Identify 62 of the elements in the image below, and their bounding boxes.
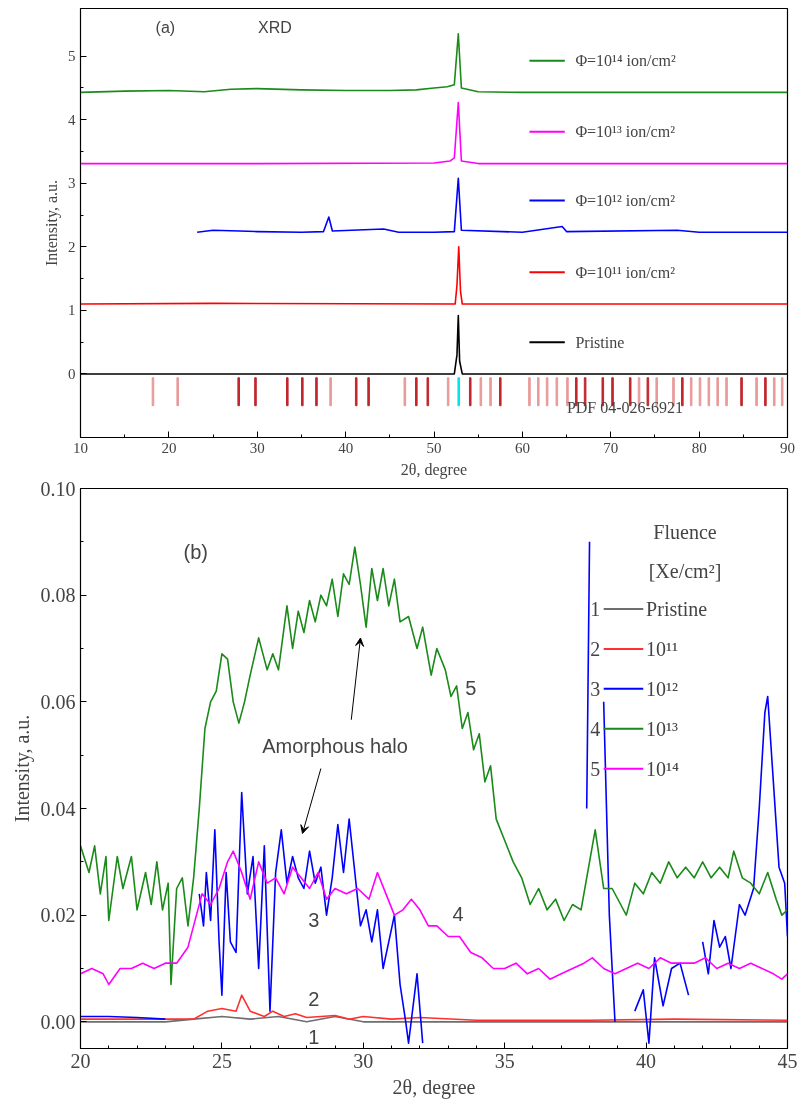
y-tick-label: 0.02 bbox=[40, 904, 76, 927]
x-axis-title: 2θ, degree bbox=[400, 460, 468, 479]
text: 3 bbox=[308, 909, 320, 932]
annotation: (b) bbox=[183, 541, 208, 564]
text: Pristine bbox=[646, 597, 708, 620]
line-series bbox=[80, 246, 788, 305]
legend-title: Fluence [Xe/cm²] bbox=[648, 521, 722, 583]
text: 10¹¹ bbox=[646, 637, 679, 660]
annotation: 5 bbox=[590, 757, 601, 780]
annotation: XRD bbox=[258, 19, 292, 37]
y-tick-label: 3 bbox=[68, 175, 76, 192]
y-tick-label: 5 bbox=[68, 48, 76, 65]
text: 10¹³ bbox=[646, 717, 679, 740]
annotation: (a) bbox=[155, 19, 176, 37]
text: 1 bbox=[308, 1025, 320, 1048]
x-tick-label: 70 bbox=[603, 439, 619, 456]
annotation: Amorphous halo bbox=[262, 734, 408, 757]
annotation: 4 bbox=[590, 717, 601, 740]
text: 5 bbox=[465, 677, 477, 700]
annotation: 2 bbox=[590, 637, 601, 660]
line-series bbox=[80, 994, 788, 1022]
y-axis-title: Intensity, a.u. bbox=[43, 179, 61, 267]
y-tick-label: 0.08 bbox=[40, 584, 76, 607]
y-tick-label: 0.06 bbox=[40, 690, 76, 713]
x-tick-label: 90 bbox=[780, 439, 795, 456]
y-axis-title: Intensity, a.u. bbox=[10, 714, 34, 823]
x-tick-label: 30 bbox=[353, 1049, 374, 1072]
y-tick-label: 1 bbox=[68, 302, 76, 319]
y-tick-label: 0 bbox=[68, 365, 76, 382]
y-tick-label: 4 bbox=[68, 111, 76, 128]
x-tick-label: 45 bbox=[777, 1049, 798, 1072]
x-tick-label: 40 bbox=[338, 439, 354, 456]
legend-label: Φ=10¹³ ion/cm² bbox=[575, 123, 676, 141]
text: 4 bbox=[452, 903, 464, 926]
x-tick-label: 60 bbox=[514, 439, 530, 456]
x-tick-label: 30 bbox=[249, 439, 265, 456]
y-tick-label: 0.04 bbox=[40, 797, 76, 820]
x-tick-label: 25 bbox=[211, 1049, 232, 1072]
x-tick-label: 80 bbox=[691, 439, 707, 456]
legend-label: Φ=10¹¹ ion/cm² bbox=[575, 263, 676, 281]
legend-label: Φ=10¹² ion/cm² bbox=[575, 191, 676, 209]
x-tick-label: 35 bbox=[494, 1049, 515, 1072]
x-tick-label: 40 bbox=[636, 1049, 657, 1072]
y-tick-label: 2 bbox=[68, 238, 76, 255]
annotation: 3 bbox=[590, 677, 601, 700]
x-tick-label: 20 bbox=[161, 439, 177, 456]
text: 10¹⁴ bbox=[646, 757, 680, 780]
x-tick-label: 50 bbox=[426, 439, 442, 456]
legend-label: Φ=10¹⁴ ion/cm² bbox=[575, 52, 676, 70]
line-series bbox=[196, 177, 788, 234]
x-tick-label: 10 bbox=[73, 439, 88, 456]
x-axis-title: 2θ, degree bbox=[392, 1075, 476, 1099]
annotation: 1 bbox=[590, 597, 601, 620]
line-series bbox=[80, 850, 788, 986]
y-tick-label: 0.00 bbox=[40, 1010, 76, 1033]
text: 2 bbox=[308, 988, 320, 1011]
line-series bbox=[80, 101, 788, 165]
legend-label: Pristine bbox=[575, 333, 625, 351]
x-tick-label: 20 bbox=[70, 1049, 91, 1072]
y-tick-label: 0.10 bbox=[40, 477, 76, 500]
annotation: PDF 04-026-6921 bbox=[566, 398, 683, 416]
text: 10¹² bbox=[646, 677, 679, 700]
